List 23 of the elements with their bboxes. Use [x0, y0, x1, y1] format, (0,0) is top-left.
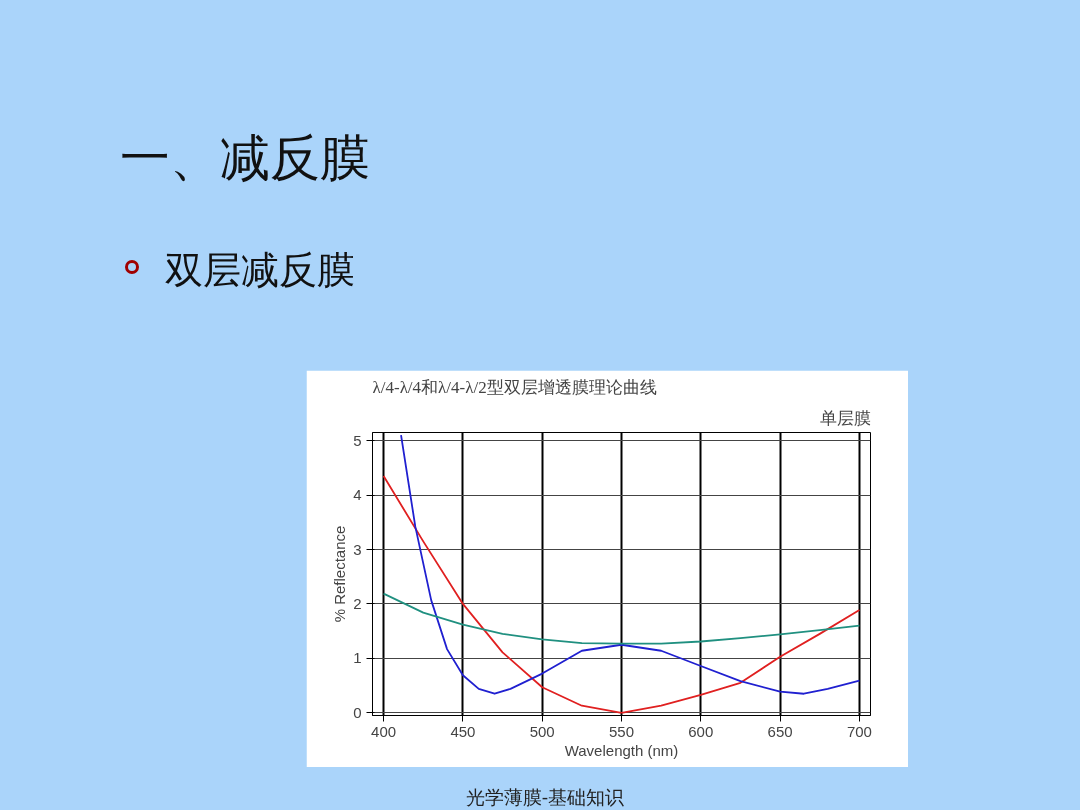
x-axis-title: Wavelength (nm) — [564, 741, 679, 759]
chart-title: λ/4-λ/4和λ/4-λ/2型双层增透膜理论曲线 — [372, 377, 657, 397]
y-tick-label: 1 — [353, 649, 362, 667]
x-tick-label: 500 — [529, 722, 555, 740]
x-tick-label: 400 — [371, 722, 397, 740]
text: 光学薄膜-基础知识 — [464, 785, 626, 810]
x-tick-label: 650 — [767, 722, 793, 740]
x-tick-label: 550 — [608, 722, 635, 740]
line-series — [382, 592, 861, 645]
line-series — [382, 475, 861, 714]
x-tick-label: 600 — [688, 722, 714, 740]
y-tick-label: 2 — [353, 594, 362, 612]
y-tick-label: 4 — [353, 486, 362, 504]
y-tick-label: 3 — [353, 540, 362, 558]
x-tick-label: 700 — [846, 722, 872, 740]
y-tick-label: 0 — [353, 703, 362, 721]
x-tick-label: 450 — [450, 722, 476, 740]
text: 一、减反膜 — [120, 128, 370, 189]
y-axis-title: % Reflectance — [331, 525, 349, 623]
line-series — [400, 434, 861, 695]
y-tick-label: 5 — [353, 431, 362, 449]
text: 双层减反膜 — [165, 247, 355, 294]
text: 单层膜 — [819, 408, 871, 428]
